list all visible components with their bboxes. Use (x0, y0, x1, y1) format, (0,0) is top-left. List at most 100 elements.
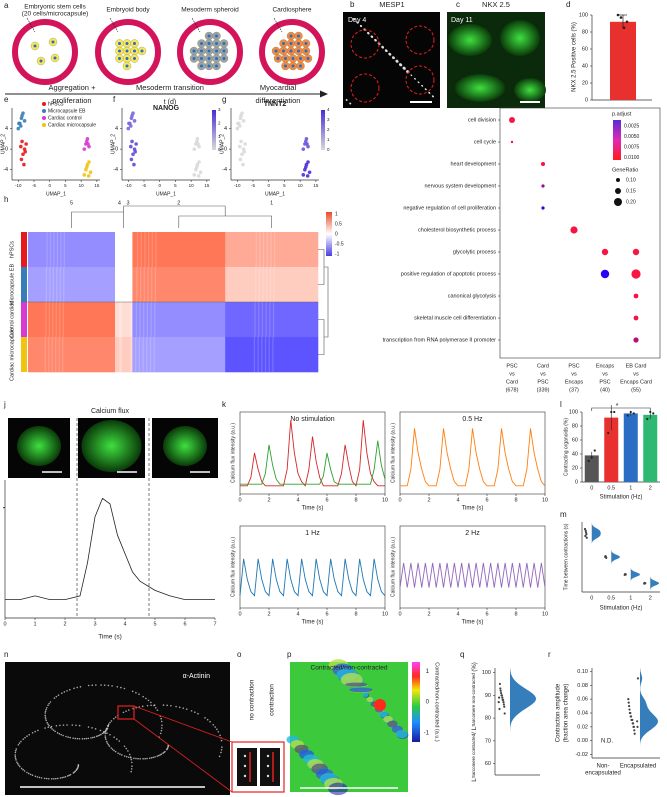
size-label: 0.20 (626, 199, 636, 205)
heat-texture (135, 337, 137, 372)
x-tick-label: 0 (398, 497, 401, 503)
striation (68, 688, 71, 691)
nucleus (207, 34, 211, 38)
x-axis-label: UMAP_1 (156, 191, 176, 197)
striation (116, 685, 119, 688)
striation (162, 704, 165, 706)
umap-point (235, 126, 240, 131)
strain-blob (349, 687, 373, 692)
heat-texture (150, 302, 152, 337)
striation (66, 724, 68, 726)
cluster-label: 2 (177, 200, 180, 206)
speckle (399, 63, 402, 66)
x-tick-label: 8 (514, 497, 517, 503)
legend-label: Cardiac control (48, 115, 82, 121)
striation (50, 778, 53, 780)
panel-label: a (4, 1, 9, 10)
striation (107, 723, 110, 726)
term-label: cell division (468, 117, 496, 123)
y-tick-label: 100 (569, 409, 578, 415)
striation (108, 745, 111, 747)
group-label: PSC (599, 379, 610, 385)
striation (111, 685, 113, 687)
x-axis-label: Stimulation (Hz) (600, 495, 643, 501)
umap-point (305, 142, 309, 146)
y-tick-label: 100 (579, 12, 588, 18)
colorbar-tick: 4 (327, 107, 330, 112)
y-tick-label: 60 (485, 761, 491, 767)
striation (197, 712, 199, 715)
speckle (367, 31, 370, 34)
significance: * (616, 403, 619, 410)
striation (185, 708, 188, 710)
umap-point (17, 121, 21, 126)
group-label: PSC (568, 363, 579, 369)
y-tick-label: 4 (5, 126, 8, 132)
panel-label: p (287, 650, 292, 659)
colorbar-tick: -1 (424, 730, 430, 736)
umap-point (21, 152, 25, 157)
striation (109, 721, 111, 724)
zoom-image (260, 748, 280, 786)
heat-texture (254, 302, 256, 337)
heat-texture (151, 232, 153, 267)
striation (22, 738, 25, 740)
striation (44, 727, 46, 729)
dot (541, 184, 545, 188)
y-tick-label: 0.04 (577, 710, 588, 716)
y-tick-label: 0.02 (577, 724, 588, 730)
x-tick-label: 10 (189, 183, 195, 188)
y-tick-label: 0 (575, 479, 578, 485)
panel-label: o (237, 650, 242, 659)
nucleus (222, 42, 226, 45)
colorbar-tick: 0.5 (335, 221, 342, 227)
nucleus (140, 49, 144, 53)
y-axis-label: Contraction amplitude (556, 683, 562, 742)
heat-texture (261, 337, 263, 372)
group-label: vs (571, 371, 577, 377)
trace (240, 440, 386, 485)
cluster-label: 4 (118, 200, 121, 206)
striation (46, 721, 48, 724)
y-tick-label: 60 (572, 437, 578, 443)
umap-point (129, 124, 133, 128)
group-label: vs (602, 371, 608, 377)
data-point (584, 529, 587, 532)
data-point (593, 449, 596, 452)
y-tick-label: 80 (582, 29, 588, 35)
heat-cell (225, 337, 319, 373)
axis-label: t (d) (164, 99, 176, 106)
row-color (21, 267, 27, 302)
heat-cell (28, 232, 116, 268)
heat-texture (136, 232, 139, 267)
speckle (424, 88, 427, 90)
nucleus (118, 49, 121, 53)
y-tick-label: 0.06 (577, 697, 588, 703)
dot (601, 248, 609, 256)
umap-point (197, 160, 201, 164)
y-axis-label: LSarcomere contracted/ LSarcomere non-co… (471, 662, 478, 781)
striation (78, 737, 81, 740)
heat-texture (59, 267, 61, 302)
umap-point (238, 124, 242, 128)
y-axis-label: Calcium flux intensity (a.u.) (230, 537, 236, 597)
striation (130, 768, 133, 770)
data-point (636, 720, 639, 723)
heat-texture (49, 267, 51, 302)
data-point (503, 712, 506, 715)
striation (67, 736, 69, 738)
x-tick-label: 4 (296, 611, 299, 617)
term-label: cell cycle (474, 139, 496, 145)
x-tick-label: 2 (63, 621, 66, 627)
x-tick-label: 8 (514, 611, 517, 617)
striation (16, 762, 19, 765)
y-tick-label: -4 (222, 167, 227, 173)
colorbar-tick: 1 (426, 669, 430, 675)
data-point (585, 536, 588, 539)
heat-texture (154, 267, 157, 302)
nucleus (291, 57, 295, 60)
striation (66, 775, 69, 777)
y-axis-label: Contracting organoids (%) (563, 418, 569, 476)
striation (50, 725, 53, 728)
striation (139, 758, 141, 760)
